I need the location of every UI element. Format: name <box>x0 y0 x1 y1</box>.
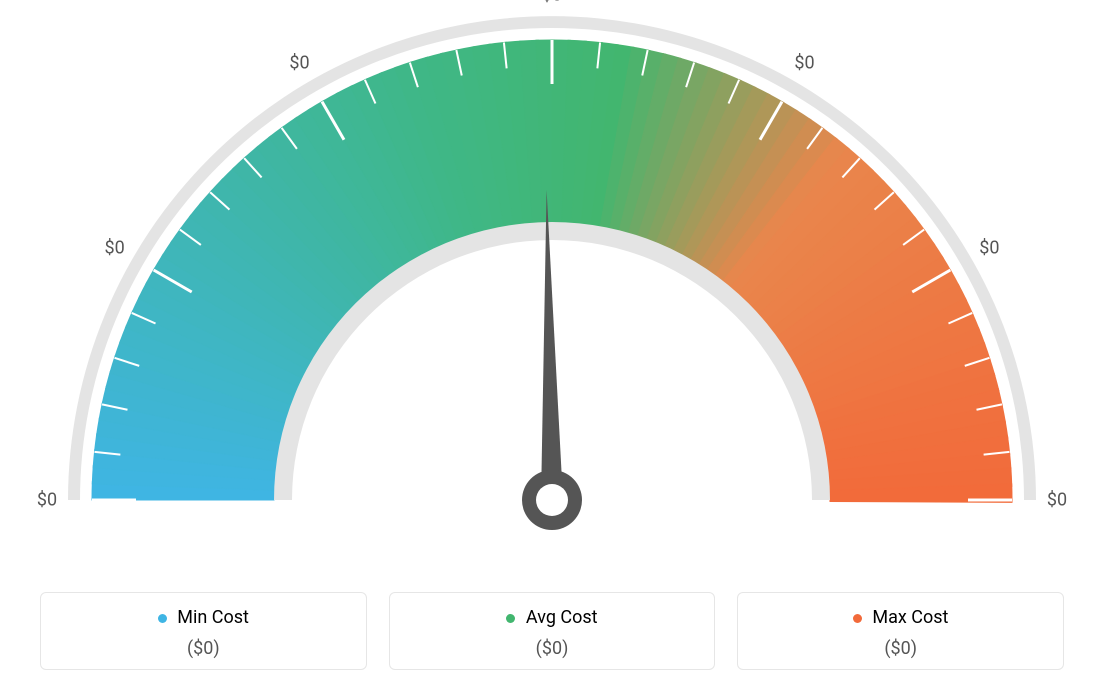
bullet-icon <box>853 614 862 623</box>
legend-value-avg: ($0) <box>400 638 705 659</box>
gauge-tick-label: $0 <box>542 0 562 6</box>
legend-card-min: Min Cost ($0) <box>40 592 367 670</box>
legend-title-avg: Avg Cost <box>400 607 705 628</box>
gauge-tick-label: $0 <box>979 237 999 258</box>
legend-label-min: Min Cost <box>177 607 249 628</box>
gauge-svg <box>0 0 1104 560</box>
legend-title-max: Max Cost <box>748 607 1053 628</box>
legend-card-max: Max Cost ($0) <box>737 592 1064 670</box>
legend-value-min: ($0) <box>51 638 356 659</box>
legend-label-avg: Avg Cost <box>526 607 598 628</box>
legend-title-min: Min Cost <box>51 607 356 628</box>
cost-gauge-widget: $0 $0 $0 $0 $0 $0 $0 Min Cost ($0) Avg Cost ($… <box>0 0 1104 690</box>
legend-row: Min Cost ($0) Avg Cost ($0) Max Cost ($0… <box>40 592 1064 670</box>
gauge-tick-label: $0 <box>289 52 309 73</box>
legend-card-avg: Avg Cost ($0) <box>389 592 716 670</box>
bullet-icon <box>158 614 167 623</box>
bullet-icon <box>506 614 515 623</box>
gauge-tick-label: $0 <box>105 237 125 258</box>
gauge-tick-label: $0 <box>37 490 57 511</box>
gauge-tick-label: $0 <box>794 52 814 73</box>
legend-label-max: Max Cost <box>872 607 948 628</box>
gauge-chart: $0 $0 $0 $0 $0 $0 $0 <box>0 0 1104 560</box>
gauge-tick-label: $0 <box>1047 490 1067 511</box>
legend-value-max: ($0) <box>748 638 1053 659</box>
